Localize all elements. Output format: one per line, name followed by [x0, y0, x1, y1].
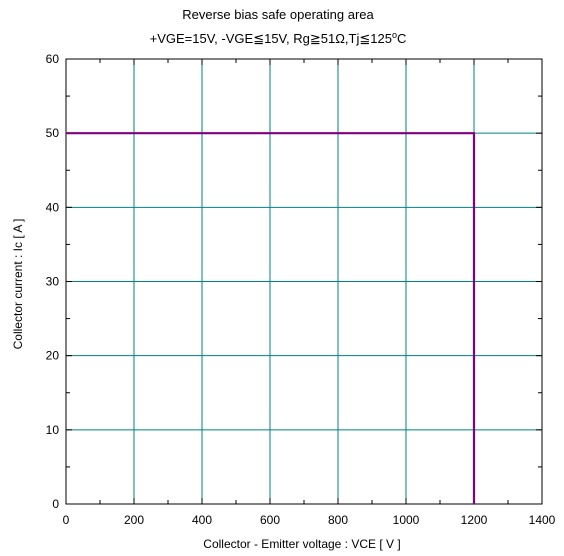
x-tick-label-1: 200 — [124, 513, 144, 527]
y-tick-label-4: 40 — [46, 200, 60, 214]
x-tick-label-0: 0 — [63, 513, 70, 527]
series-group — [66, 132, 476, 504]
x-axis-label: Collector - Emitter voltage : VCE [ V ] — [203, 537, 400, 551]
x-tick-label-7: 1400 — [529, 513, 556, 527]
y-tick-label-5: 50 — [46, 126, 60, 140]
chart-subtitle: +VGE=15V, -VGE≦15V, Rg≧51Ω,Tj≦125oC — [150, 30, 407, 46]
grid-lines — [66, 59, 542, 504]
x-tick-label-6: 1200 — [461, 513, 488, 527]
y-tick-label-6: 60 — [46, 52, 60, 66]
x-tick-label-3: 600 — [260, 513, 280, 527]
y-tick-label-1: 10 — [46, 423, 60, 437]
chart-subtitle-text: +VGE=15V, -VGE≦15V, Rg≧51Ω,Tj≦125 — [150, 31, 392, 46]
y-tick-labels: 0 10 20 30 40 50 60 — [46, 52, 60, 511]
x-tick-label-5: 1000 — [393, 513, 420, 527]
y-axis-label: Collector current : Ic [ A ] — [11, 219, 25, 350]
chart-subtitle-superscript: o — [392, 30, 397, 40]
x-tick-label-4: 800 — [328, 513, 348, 527]
x-tick-labels: 0 200 400 600 800 1000 1200 1400 — [63, 513, 556, 527]
y-tick-label-2: 20 — [46, 349, 60, 363]
y-tick-label-0: 0 — [52, 497, 59, 511]
plot-frame — [65, 58, 543, 505]
chart-subtitle-unit: C — [397, 31, 406, 46]
chart-title: Reverse bias safe operating area — [182, 7, 374, 22]
y-tick-label-3: 30 — [46, 275, 60, 289]
series-line-0 — [66, 132, 476, 504]
x-tick-label-2: 400 — [192, 513, 212, 527]
